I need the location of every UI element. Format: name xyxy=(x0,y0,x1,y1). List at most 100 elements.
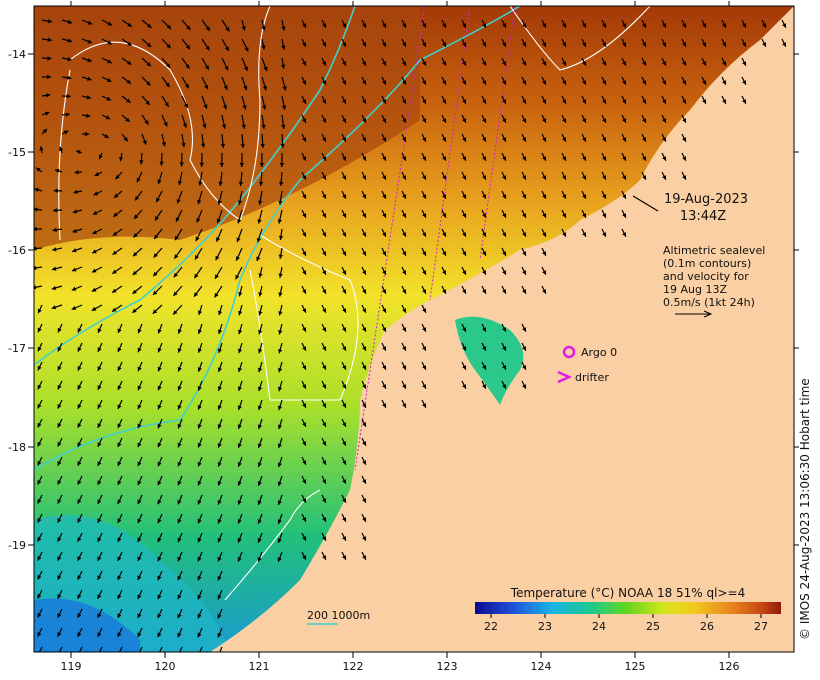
velocity-arrow-head xyxy=(52,227,57,233)
velocity-arrow-head xyxy=(117,347,122,353)
velocity-arrow-head xyxy=(382,175,387,180)
lon-tick-label: 124 xyxy=(531,660,552,673)
velocity-arrow-head xyxy=(362,175,367,180)
velocity-arrow-head xyxy=(462,194,467,199)
velocity-arrow-head xyxy=(422,23,427,28)
velocity-arrow-head xyxy=(257,500,262,505)
velocity-arrow-head xyxy=(302,441,307,446)
velocity-arrow-head xyxy=(197,594,202,600)
velocity-arrow-head xyxy=(362,327,367,332)
velocity-arrow-head xyxy=(239,162,245,167)
velocity-arrow-head xyxy=(722,42,727,47)
velocity-arrow-head xyxy=(562,61,567,66)
velocity-arrow-head xyxy=(382,213,387,218)
velocity-arrow-head xyxy=(137,366,142,372)
velocity-arrow-head xyxy=(257,405,263,411)
velocity-arrow-head xyxy=(422,175,427,180)
lon-tick-label: 120 xyxy=(155,660,176,673)
velocity-arrow-head xyxy=(132,308,137,313)
velocity-arrow-head xyxy=(92,268,97,273)
velocity-arrow-head xyxy=(117,537,122,542)
velocity-arrow-head xyxy=(37,613,42,618)
velocity-arrow-head xyxy=(362,61,367,66)
velocity-arrow-head xyxy=(522,194,527,199)
velocity-arrow-head xyxy=(199,162,204,167)
velocity-arrow-head xyxy=(302,251,307,256)
velocity-arrow-head xyxy=(542,137,547,142)
velocity-arrow-head xyxy=(322,270,327,275)
velocity-arrow-head xyxy=(682,118,687,123)
velocity-arrow-head xyxy=(362,194,367,199)
velocity-arrow-head xyxy=(622,137,627,142)
velocity-arrow-head xyxy=(238,181,244,186)
gulf-water xyxy=(455,316,524,405)
velocity-arrow xyxy=(58,646,63,652)
velocity-arrow-head xyxy=(522,346,527,351)
velocity-arrow-head xyxy=(522,156,527,161)
velocity-arrow-head xyxy=(217,632,222,638)
velocity-arrow-head xyxy=(157,613,162,619)
velocity-arrow-head xyxy=(126,98,131,103)
velocity-arrow-head xyxy=(402,137,407,142)
velocity-arrow-head xyxy=(216,237,221,242)
velocity-arrow-head xyxy=(662,175,667,180)
velocity-arrow-head xyxy=(382,42,387,47)
velocity-arrow-head xyxy=(159,161,164,166)
velocity-arrow-head xyxy=(52,247,57,252)
velocity-arrow-head xyxy=(782,23,787,28)
velocity-arrow-head xyxy=(482,118,487,123)
velocity-arrow-head xyxy=(37,460,42,466)
velocity-arrow-head xyxy=(322,517,327,522)
velocity-arrow-head xyxy=(302,384,307,389)
velocity-arrow-head xyxy=(261,45,266,50)
velocity-arrow-head xyxy=(46,93,51,98)
lon-tick-label: 122 xyxy=(343,660,364,673)
velocity-arrow-head xyxy=(177,613,182,619)
colorbar xyxy=(475,602,781,614)
velocity-arrow-head xyxy=(382,384,387,389)
velocity-arrow-head xyxy=(157,179,162,185)
velocity-arrow-head xyxy=(482,175,487,180)
velocity-arrow-head xyxy=(602,175,607,180)
velocity-arrow-head xyxy=(642,42,647,47)
velocity-arrow-head xyxy=(402,232,407,237)
velocity-arrow-head xyxy=(542,42,547,47)
velocity-arrow-head xyxy=(177,632,182,638)
velocity-arrow-head xyxy=(137,480,142,486)
velocity-arrow-head xyxy=(382,137,387,142)
velocity-arrow-head xyxy=(662,61,667,66)
velocity-arrow-head xyxy=(97,556,102,561)
velocity-arrow-head xyxy=(157,556,162,562)
velocity-arrow-head xyxy=(37,498,42,504)
velocity-arrow-head xyxy=(522,270,527,275)
argo-label: Argo 0 xyxy=(581,346,617,359)
velocity-arrow-head xyxy=(522,327,527,332)
velocity-arrow-head xyxy=(145,100,150,106)
velocity-arrow-head xyxy=(164,102,169,107)
velocity-arrow-head xyxy=(682,156,687,161)
velocity-arrow-head xyxy=(137,537,142,543)
velocity-arrow-head xyxy=(322,365,327,370)
velocity-arrow-head xyxy=(362,346,367,351)
velocity-arrow-head xyxy=(442,289,447,294)
velocity-arrow-head xyxy=(225,27,230,32)
velocity-arrow-head xyxy=(166,24,171,30)
velocity-arrow xyxy=(34,285,43,289)
velocity-arrow-head xyxy=(107,21,113,26)
velocity-arrow-head xyxy=(278,330,283,335)
velocity-arrow-head xyxy=(57,632,62,637)
velocity-arrow-head xyxy=(582,118,587,123)
velocity-arrow-head xyxy=(502,384,507,389)
velocity-arrow-head xyxy=(97,461,102,466)
velocity-arrow-head xyxy=(382,232,387,237)
velocity-arrow-head xyxy=(236,237,241,243)
velocity-arrow-head xyxy=(622,42,627,47)
velocity-arrow-head xyxy=(74,170,79,175)
sealevel-contour xyxy=(69,6,271,221)
velocity-arrow-head xyxy=(482,42,487,47)
velocity-arrow-head xyxy=(157,385,162,391)
velocity-arrow-head xyxy=(402,194,407,199)
velocity-arrow-head xyxy=(105,115,111,120)
velocity-arrow-head xyxy=(742,23,747,28)
velocity-arrow-head xyxy=(342,460,347,465)
